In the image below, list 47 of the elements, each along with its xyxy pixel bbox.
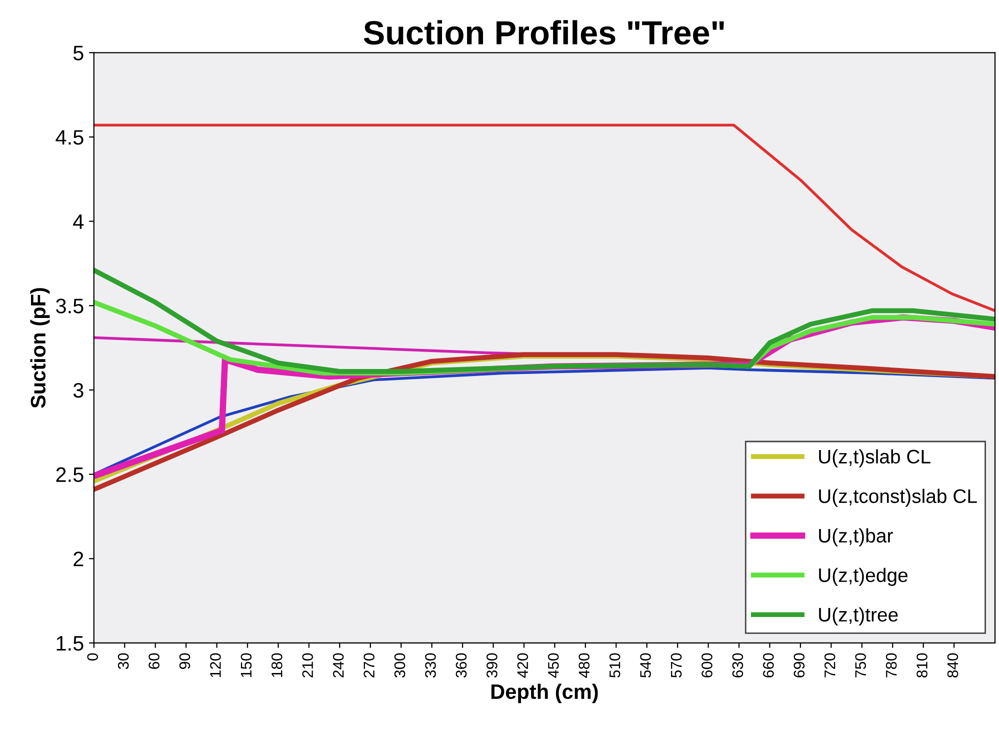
x-tick-label: 630 <box>732 653 744 678</box>
x-tick-label: 540 <box>640 653 651 678</box>
line-series <box>94 268 996 374</box>
x-tick-label: 180 <box>272 653 282 678</box>
x-tick-label: 120 <box>210 653 221 678</box>
x-tick-label: 60 <box>148 653 160 669</box>
y-tick-label: 3.5 <box>56 298 84 314</box>
legend-label: U(z,t)slab CL <box>819 449 930 468</box>
x-tick-label: 90 <box>179 653 190 669</box>
x-tick-label: 510 <box>609 653 620 678</box>
x-tick-label: 300 <box>394 653 406 678</box>
x-tick-label: 750 <box>855 653 866 678</box>
y-tick-label: 4 <box>73 214 84 229</box>
x-tick-label: 270 <box>364 653 374 678</box>
x-tick-label: 360 <box>456 653 467 678</box>
y-tick-label: 2.5 <box>56 467 84 482</box>
x-tick-label: 0 <box>87 653 98 661</box>
x-tick-label: 480 <box>578 653 590 678</box>
x-tick-label: 150 <box>240 653 252 678</box>
line-series <box>94 124 996 312</box>
chart-title: Suction Profiles "Tree" <box>364 20 724 45</box>
y-tick-label: 4.5 <box>56 130 84 145</box>
x-tick-label: 420 <box>517 653 528 678</box>
x-tick-label: 450 <box>548 653 559 678</box>
x-tick-label: 660 <box>763 653 774 678</box>
legend-label: U(z,t)bar <box>819 528 893 546</box>
x-tick-label: 570 <box>670 653 682 678</box>
y-axis-title: Suction (pF) <box>30 288 50 408</box>
legend-label: U(z,t)edge <box>819 568 908 586</box>
x-tick-label: 720 <box>824 653 836 678</box>
x-axis-title: Depth (cm) <box>491 684 598 704</box>
y-tick-label: 2 <box>74 552 84 566</box>
legend-label: U(z,tconst)slab CL <box>819 488 977 507</box>
y-tick-label: 1.5 <box>56 636 84 651</box>
x-tick-label: 840 <box>947 653 958 678</box>
y-tick-label: 3 <box>73 382 84 398</box>
x-tick-label: 810 <box>916 653 928 678</box>
x-tick-label: 600 <box>702 653 712 678</box>
x-tick-label: 780 <box>886 653 897 678</box>
x-tick-label: 240 <box>332 653 344 678</box>
legend-label: U(z,t)tree <box>819 607 898 626</box>
x-tick-label: 330 <box>425 653 436 678</box>
y-tick-label: 5 <box>73 46 84 60</box>
x-tick-label: 390 <box>486 653 498 678</box>
x-tick-label: 30 <box>118 653 129 670</box>
x-tick-label: 690 <box>794 653 805 678</box>
x-tick-label: 210 <box>302 653 314 678</box>
